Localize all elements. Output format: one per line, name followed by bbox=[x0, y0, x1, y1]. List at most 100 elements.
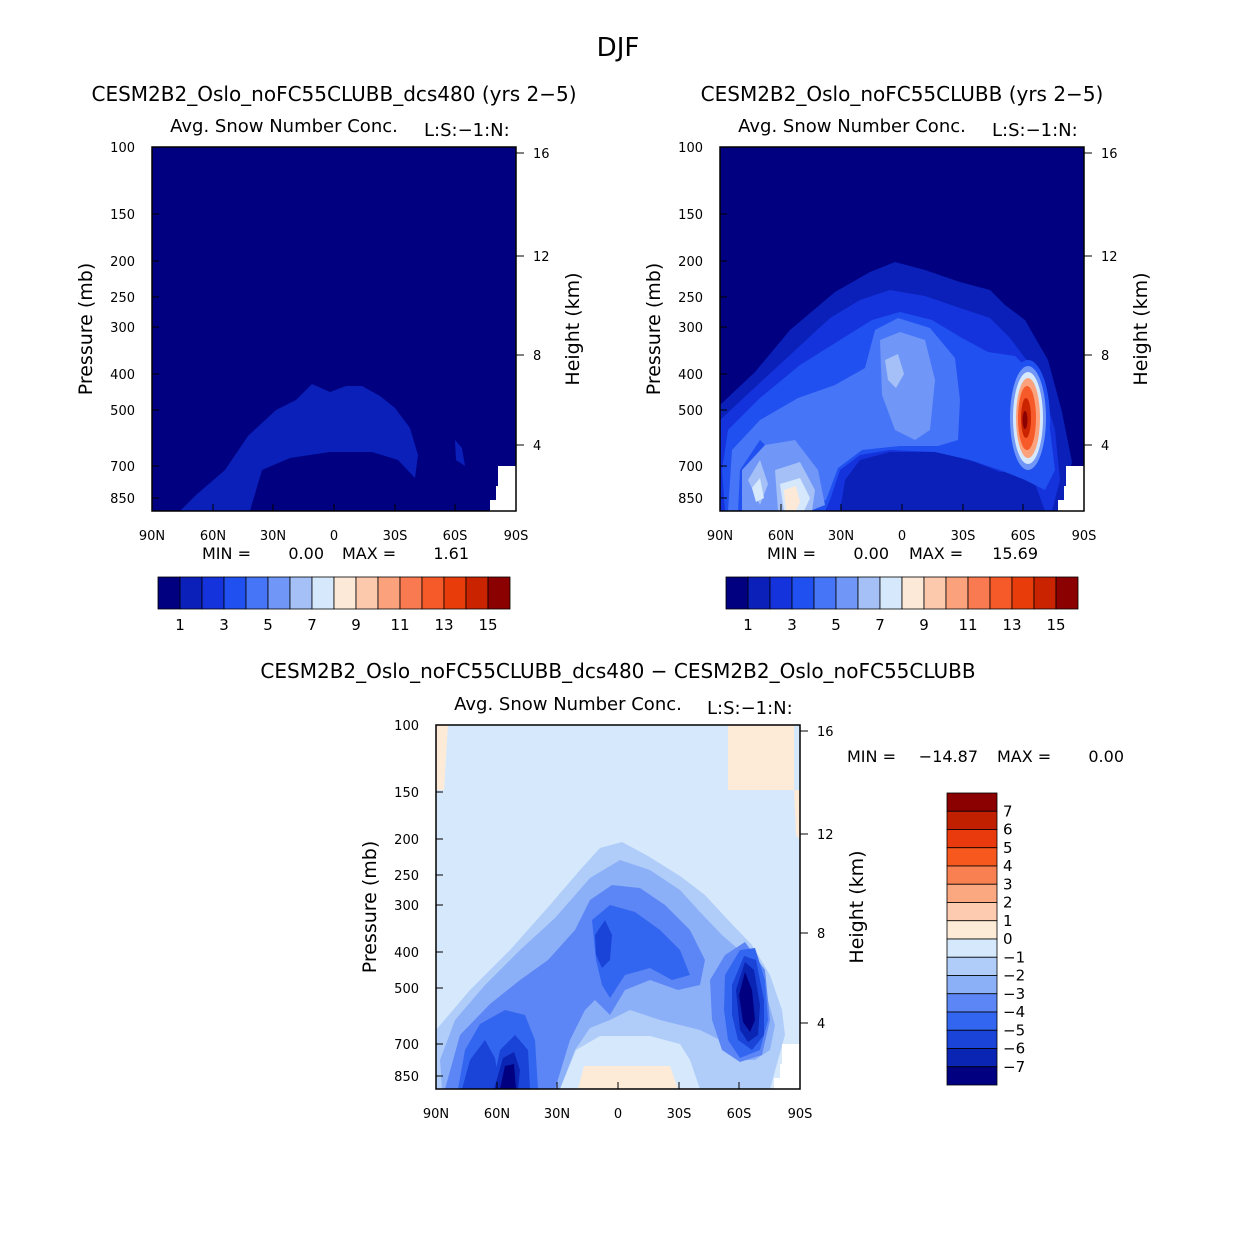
panel-a-units: L:S:−1:N: bbox=[424, 120, 510, 141]
panel-b-htick-12: 12 bbox=[1101, 250, 1118, 265]
panel-a-min-label: MIN = bbox=[202, 544, 251, 563]
panel-c-min-value: −14.87 bbox=[919, 747, 978, 766]
panel-a-ytick-100: 100 bbox=[110, 141, 135, 156]
panel-b-colorbar-swatch bbox=[1055, 576, 1079, 610]
panel-b-htick-16: 16 bbox=[1101, 147, 1118, 162]
panel-a-ylabel-right: Height (km) bbox=[562, 272, 584, 385]
panel-a-xtick-60n: 60N bbox=[200, 529, 226, 544]
panel-c-colorbar-label: 2 bbox=[1003, 894, 1013, 912]
panel-c-colorbar-label: −1 bbox=[1003, 948, 1025, 966]
panel-c-colorbar-label: −5 bbox=[1003, 1021, 1025, 1039]
panel-b-ytick-500: 500 bbox=[678, 404, 703, 419]
panel-a-colorbar: 1 3 5 7 9 11 13 15 bbox=[157, 576, 511, 634]
panel-c-ytick-700: 700 bbox=[394, 1038, 419, 1053]
panel-a-xtick-90n: 90N bbox=[139, 529, 165, 544]
panel-a-colorbar-label: 15 bbox=[478, 616, 497, 634]
panel-a-max-value: 1.61 bbox=[433, 544, 469, 563]
panel-b-x-ticks bbox=[719, 504, 1085, 511]
panel-c-positive-region-right bbox=[728, 725, 800, 840]
panel-a-colorbar-swatch bbox=[157, 576, 181, 610]
panel-c-ytick-150: 150 bbox=[394, 786, 419, 801]
panel-a-x-ticks bbox=[151, 504, 517, 511]
panel-c-colorbar-swatch bbox=[946, 810, 998, 830]
panel-a-xtick-90s: 90S bbox=[504, 529, 529, 544]
panel-c-xtick-90s: 90S bbox=[788, 1107, 813, 1122]
panel-b-contours bbox=[720, 147, 1084, 511]
panel-b-peak-level-15 bbox=[1022, 411, 1028, 429]
panel-b-colorbar-swatch bbox=[945, 576, 969, 610]
panel-c-colorbar-label: 1 bbox=[1003, 912, 1013, 930]
panel-c-colorbar-swatch bbox=[946, 865, 998, 885]
panel-a-min-value: 0.00 bbox=[288, 544, 324, 563]
panel-b-ytick-200: 200 bbox=[678, 255, 703, 270]
panel-b-xtick-90n: 90N bbox=[707, 529, 733, 544]
figure-title: DJF bbox=[597, 33, 640, 63]
panel-c-colorbar-swatch bbox=[946, 993, 998, 1013]
panel-b-ytick-300: 300 bbox=[678, 321, 703, 336]
panel-a-colorbar-swatch bbox=[355, 576, 379, 610]
panel-c-colorbar-swatch bbox=[946, 902, 998, 922]
panel-a-colorbar-swatch bbox=[443, 576, 467, 610]
panel-a-subtitle: Avg. Snow Number Conc. bbox=[170, 116, 398, 137]
panel-b-colorbar-swatch bbox=[1011, 576, 1035, 610]
panel-c-colorbar-label: 5 bbox=[1003, 839, 1013, 857]
panel-c-colorbar-label: −6 bbox=[1003, 1040, 1025, 1058]
panel-a-htick-8: 8 bbox=[533, 349, 541, 364]
panel-c-max-label: MAX = bbox=[997, 747, 1051, 766]
panel-b-missing-data bbox=[1058, 466, 1084, 511]
panel-b-ylabel: Pressure (mb) bbox=[643, 263, 665, 396]
panel-b-max-value: 15.69 bbox=[992, 544, 1038, 563]
panel-c-colorbar-swatch bbox=[946, 792, 998, 812]
panel-a-colorbar-label: 13 bbox=[434, 616, 453, 634]
panel-c-colorbar-swatch bbox=[946, 956, 998, 976]
panel-a-ytick-250: 250 bbox=[110, 291, 135, 306]
panel-a-ytick-700: 700 bbox=[110, 460, 135, 475]
panel-c-colorbar-label: 6 bbox=[1003, 821, 1013, 839]
panel-a-htick-4: 4 bbox=[533, 439, 541, 454]
panel-a-colorbar-label: 7 bbox=[307, 616, 317, 634]
panel-a-colorbar-swatch bbox=[179, 576, 203, 610]
panel-a-colorbar-swatch bbox=[245, 576, 269, 610]
panel-c-colorbar-label: 3 bbox=[1003, 875, 1013, 893]
panel-a-level-1-patch bbox=[455, 440, 465, 466]
panel-c-colorbar-swatch bbox=[946, 1048, 998, 1068]
panel-b-colorbar: 1 3 5 7 9 11 13 15 bbox=[725, 576, 1079, 634]
panel-b-subtitle: Avg. Snow Number Conc. bbox=[738, 116, 966, 137]
panel-c-ylabel: Pressure (mb) bbox=[359, 841, 381, 974]
panel-b-colorbar-label: 3 bbox=[787, 616, 797, 634]
panel-c-ylabel-right: Height (km) bbox=[846, 850, 868, 963]
panel-a-ytick-400: 400 bbox=[110, 368, 135, 383]
panel-a-colorbar-swatch bbox=[311, 576, 335, 610]
panel-b-ytick-250: 250 bbox=[678, 291, 703, 306]
panel-b-xtick-30n: 30N bbox=[828, 529, 854, 544]
panel-c-htick-8: 8 bbox=[817, 927, 825, 942]
panel-a-colorbar-swatch bbox=[223, 576, 247, 610]
panel-c-units: L:S:−1:N: bbox=[707, 698, 793, 719]
panel-a-level-1-region bbox=[180, 384, 418, 511]
panel-c-colorbar-swatch bbox=[946, 938, 998, 958]
panel-b-ytick-700: 700 bbox=[678, 460, 703, 475]
panel-c-colorbar-swatch bbox=[946, 1029, 998, 1049]
panel-c-ytick-400: 400 bbox=[394, 946, 419, 961]
panel-a-y-ticks bbox=[152, 146, 159, 499]
panel-a-colorbar-swatch bbox=[289, 576, 313, 610]
panel-a-colorbar-swatch bbox=[421, 576, 445, 610]
panel-b-colorbar-swatch bbox=[769, 576, 793, 610]
panel-c-xtick-0: 0 bbox=[614, 1107, 622, 1122]
panel-b-colorbar-label: 13 bbox=[1002, 616, 1021, 634]
panel-b-xtick-0: 0 bbox=[898, 529, 906, 544]
panel-c-min-label: MIN = bbox=[847, 747, 896, 766]
panel-a-colorbar-label: 11 bbox=[390, 616, 409, 634]
panel-b-colorbar-swatch bbox=[967, 576, 991, 610]
panel-a-contours bbox=[152, 147, 516, 511]
panel-b-xtick-30s: 30S bbox=[951, 529, 976, 544]
panel-b-colorbar-swatch bbox=[813, 576, 837, 610]
panel-c-htick-12: 12 bbox=[817, 828, 834, 843]
panel-a-xtick-60s: 60S bbox=[443, 529, 468, 544]
panel-c-ytick-500: 500 bbox=[394, 982, 419, 997]
panel-b-level-6-region bbox=[748, 354, 904, 511]
panel-c: CESM2B2_Oslo_noFC55CLUBB_dcs480 − CESM2B… bbox=[260, 659, 1124, 1122]
panel-b-height-ticks bbox=[1084, 152, 1092, 446]
